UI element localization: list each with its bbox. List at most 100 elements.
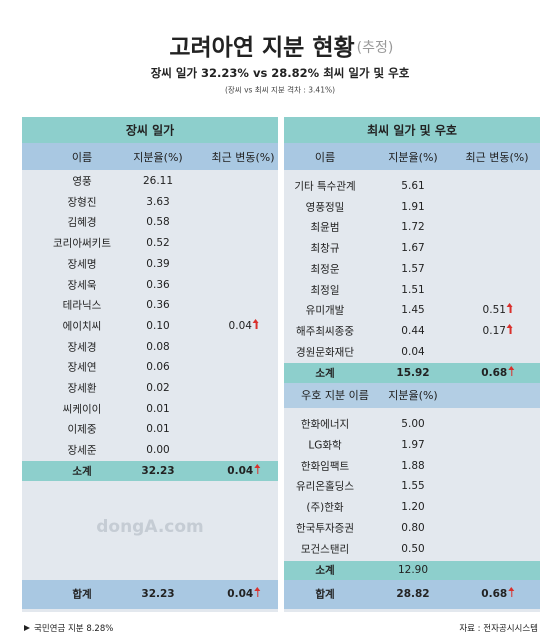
column-label: 이름 [314,151,336,164]
watermark: dongA.com [96,517,204,537]
row-share: 28.82 [396,588,430,600]
panel-header [284,117,540,143]
ally-share: 1.97 [401,438,425,451]
subtitle: 장씨 일가 32.23% vs 28.82% 최씨 일가 및 우호 [150,66,410,80]
row-share: 1.67 [401,242,425,255]
up-arrow [253,318,259,329]
up-arrow [507,323,513,334]
pension-note: 국민연금 지분 8.28% [24,622,113,634]
row-share: 0.06 [146,361,170,374]
row-name: 코리아써키트 [53,237,111,250]
row-name: 에이치씨 [62,320,102,333]
subtotal-row [284,363,540,383]
row-share: 3.63 [146,195,170,208]
row-share: 32.23 [141,465,175,477]
row-share: 1.72 [401,221,425,234]
ally-share: 1.55 [401,480,425,493]
row-share: 1.51 [401,283,425,296]
row-name: 소계 [315,367,335,380]
panel-header [22,117,278,143]
row-share: 0.44 [401,324,425,337]
row-share: 0.39 [146,257,170,270]
row-name: 장세명 [67,258,97,271]
row-change: 0.04 [227,464,260,477]
row-share: 0.36 [146,278,170,291]
row-change: 0.04 [229,318,259,332]
row-share: 15.92 [396,367,430,379]
ally-name: 모건스탠리 [300,543,350,556]
column-header [22,143,278,170]
row-change: 0.68 [481,587,514,600]
row-change: 0.04 [227,587,260,600]
up-arrow [508,366,514,376]
ally-header [284,383,540,408]
column-label: 지분율(%) [133,151,183,164]
row-share: 1.57 [401,262,425,275]
source: 자료 : 전자공시시스템 [459,624,538,634]
ally-name: 한국투자증권 [296,522,354,535]
row-name: 소계 [72,465,92,478]
column-header [284,143,540,170]
row-name: 이제중 [67,423,97,436]
row-name: 테라닉스 [62,299,102,312]
row-share: 0.08 [146,340,170,353]
panel-title: 최씨 일가 및 우호 [367,123,457,138]
row-share: 0.00 [146,444,170,457]
up-arrow [507,303,513,314]
row-share: 0.36 [146,299,170,312]
ally-name: 유리온홀딩스 [296,480,354,493]
column-label: 최근 변동(%) [465,151,529,164]
row-name: 해주최씨종중 [296,325,354,338]
row-name: 유미개발 [305,304,345,317]
ally-share: 5.00 [401,418,425,430]
panel-title: 장씨 일가 [125,123,175,138]
row-change: 0.51 [483,303,513,316]
ally-name: (주)한화 [306,501,344,514]
row-name: 영풍 [72,175,92,188]
row-share: 5.61 [401,180,425,192]
ally-name: 한화에너지 [300,418,350,431]
row-share: 0.01 [146,423,170,436]
row-share: 1.45 [401,304,425,317]
subtotal-row [22,461,278,481]
column-label: 이름 [71,151,93,164]
row-name: 경원문화재단 [296,346,354,359]
up-arrow [254,587,260,597]
ally-name: 한화임팩트 [300,460,350,473]
ally-subtotal-share: 12.90 [397,564,429,576]
row-share: 0.10 [146,319,170,332]
row-name: 장세욱 [67,279,97,291]
row-share: 0.52 [146,237,170,250]
panel-body [22,117,278,612]
row-share: 0.58 [146,216,170,229]
row-name: 최창규 [310,242,340,255]
row-change: 0.17 [483,323,513,337]
row-name: 김혜경 [67,216,97,229]
row-name: 장형진 [67,196,97,209]
ally-column-label: 지분율(%) [388,389,438,402]
row-name: 장세준 [67,444,97,457]
row-name: 최윤범 [310,221,340,234]
row-name: 합계 [315,588,335,601]
up-arrow [254,464,260,474]
ally-share: 1.20 [401,501,425,514]
row-share: 0.04 [401,345,425,358]
row-name: 기타 특수관계 [294,180,356,193]
up-arrow [508,587,514,597]
ally-name: LG화학 [308,439,342,452]
row-name: 최정운 [310,263,340,276]
row-name: 영풍정밀 [305,201,345,214]
row-share: 1.91 [401,200,425,213]
row-name: 장세경 [67,341,97,354]
row-share: 26.11 [142,175,174,187]
row-share: 0.02 [146,382,170,394]
row-name: 장세연 [67,361,97,374]
ally-share: 0.50 [401,542,425,555]
row-share: 0.01 [146,402,170,415]
row-share: 32.23 [141,588,175,600]
total-row [284,580,540,609]
row-change: 0.68 [481,366,514,379]
ally-subtotal-row [284,561,540,580]
title: 고려아연 지분 현황 [169,35,355,61]
